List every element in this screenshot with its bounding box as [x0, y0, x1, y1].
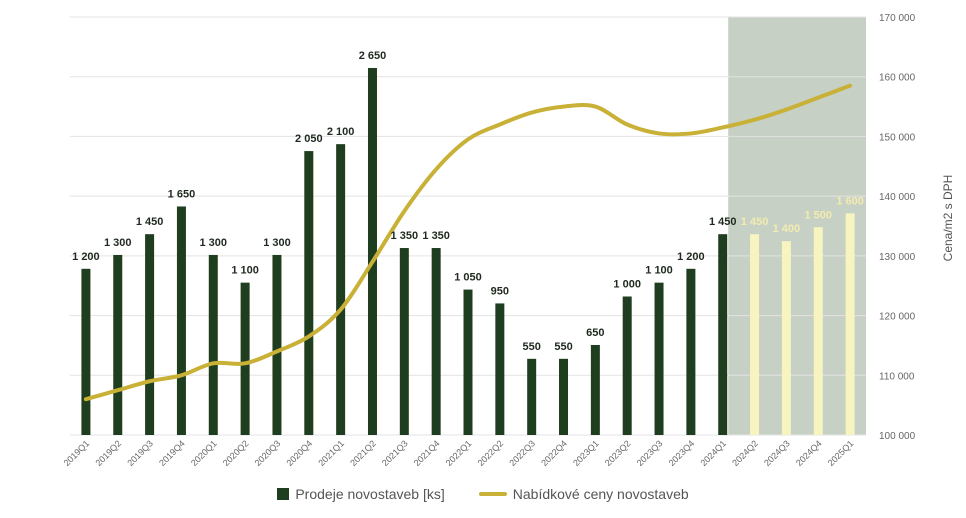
- y2-tick-label: 140 000: [879, 192, 916, 203]
- bar: [208, 254, 218, 435]
- data-label: 1 300: [104, 237, 132, 249]
- data-label: 1 450: [741, 216, 769, 228]
- bar: [113, 254, 123, 435]
- bar-layer: [81, 67, 855, 435]
- bar: [431, 248, 441, 435]
- series-line-prices: [83, 83, 853, 402]
- bar: [654, 282, 664, 435]
- y2-tick-label: 120 000: [879, 312, 916, 323]
- data-label: 2 100: [327, 126, 355, 138]
- bar: [145, 234, 155, 435]
- bar: [367, 67, 377, 435]
- x-tick-label: 2020Q1: [189, 438, 219, 468]
- bar: [622, 296, 632, 435]
- legend-swatch-line: [478, 492, 507, 496]
- bar: [495, 303, 505, 435]
- data-label: 1 450: [136, 216, 164, 228]
- legend: Prodeje novostaveb [ks] Nabídkové ceny n…: [0, 486, 966, 502]
- x-tick-label: 2021Q3: [380, 438, 410, 468]
- x-axis: 2019Q1 2019Q2 2019Q3 2019Q4 2020Q1 2020Q2 2020…: [62, 438, 856, 468]
- data-label: 1 650: [168, 188, 196, 200]
- legend-label-prices: Nabídkové ceny novostaveb: [512, 486, 689, 502]
- data-label: 1 200: [72, 251, 100, 263]
- y2-tick-label: 160 000: [879, 73, 916, 84]
- x-tick-label: 2023Q4: [667, 438, 697, 468]
- y2-tick-label: 100 000: [879, 431, 916, 442]
- bar: [750, 234, 760, 435]
- data-label: 1 350: [391, 230, 419, 242]
- line-layer: [83, 83, 853, 402]
- bar: [813, 227, 823, 435]
- data-label: 1 300: [263, 237, 291, 249]
- x-tick-label: 2021Q2: [348, 438, 378, 468]
- x-tick-label: 2019Q3: [125, 438, 155, 468]
- data-label: 1 050: [454, 272, 482, 284]
- bar: [590, 344, 600, 435]
- x-tick-label: 2020Q2: [221, 438, 251, 468]
- x-tick-label: 2022Q2: [476, 438, 506, 468]
- data-label-layer: 1 200 1 300 1 450 1 650 1 300 1 100 1 300 2 050…: [72, 50, 864, 353]
- bar: [463, 289, 473, 435]
- x-tick-label: 2022Q3: [507, 438, 537, 468]
- y2-tick-label: 170 000: [879, 13, 916, 24]
- x-tick-label: 2025Q1: [826, 438, 856, 468]
- data-label: 1 500: [804, 209, 832, 221]
- bar: [845, 213, 855, 435]
- data-label: 550: [523, 341, 541, 353]
- bar: [399, 248, 409, 435]
- x-tick-label: 2019Q2: [93, 438, 123, 468]
- data-label: 1 300: [200, 237, 228, 249]
- legend-item-sales: Prodeje novostaveb [ks]: [277, 486, 445, 502]
- bar: [527, 358, 537, 435]
- x-tick-label: 2019Q1: [62, 438, 92, 468]
- legend-item-prices: Nabídkové ceny novostaveb: [478, 486, 689, 502]
- data-label: 2 650: [359, 50, 387, 62]
- data-label: 950: [491, 285, 509, 297]
- x-tick-label: 2023Q3: [635, 438, 665, 468]
- bar: [781, 241, 791, 435]
- bar: [81, 268, 91, 435]
- data-label: 1 200: [677, 251, 705, 263]
- data-label: 650: [586, 327, 604, 339]
- bar: [240, 282, 250, 435]
- legend-swatch-bar: [277, 488, 290, 500]
- x-tick-label: 2021Q1: [316, 438, 346, 468]
- bar: [272, 254, 282, 435]
- x-tick-label: 2022Q4: [539, 438, 569, 468]
- y2-tick-label: 150 000: [879, 132, 916, 143]
- data-label: 1 100: [645, 265, 673, 277]
- x-tick-label: 2024Q3: [762, 438, 792, 468]
- y2-tick-label: 110 000: [879, 371, 915, 382]
- x-tick-label: 2022Q1: [444, 438, 474, 468]
- x-tick-label: 2023Q2: [603, 438, 633, 468]
- data-label: 1 450: [709, 216, 737, 228]
- bar: [559, 358, 569, 435]
- data-label: 1 350: [422, 230, 450, 242]
- x-tick-label: 2023Q1: [571, 438, 601, 468]
- legend-label-sales: Prodeje novostaveb [ks]: [295, 486, 445, 502]
- y2-tick-label: 130 000: [879, 252, 916, 263]
- x-tick-label: 2024Q4: [794, 438, 824, 468]
- x-tick-label: 2020Q4: [284, 438, 314, 468]
- bar: [176, 206, 186, 435]
- data-label: 2 050: [295, 133, 323, 145]
- data-label: 550: [554, 341, 572, 353]
- x-tick-label: 2020Q3: [253, 438, 283, 468]
- bar: [336, 144, 346, 435]
- data-label: 1 100: [231, 265, 259, 277]
- data-label: 1 000: [613, 279, 641, 291]
- bar: [304, 151, 314, 435]
- data-label: 1 600: [836, 195, 864, 207]
- bar: [686, 268, 696, 435]
- data-label: 1 400: [773, 223, 801, 235]
- x-tick-label: 2019Q4: [157, 438, 187, 468]
- x-tick-label: 2024Q2: [730, 438, 760, 468]
- y2-axis: 100 000 110 000 120 000 130 000 140 000 150 0…: [879, 13, 916, 442]
- x-tick-label: 2021Q4: [412, 438, 442, 468]
- y2-axis-title: Cena/m2 s DPH: [941, 175, 955, 262]
- bar: [718, 234, 728, 435]
- x-tick-label: 2024Q1: [698, 438, 728, 468]
